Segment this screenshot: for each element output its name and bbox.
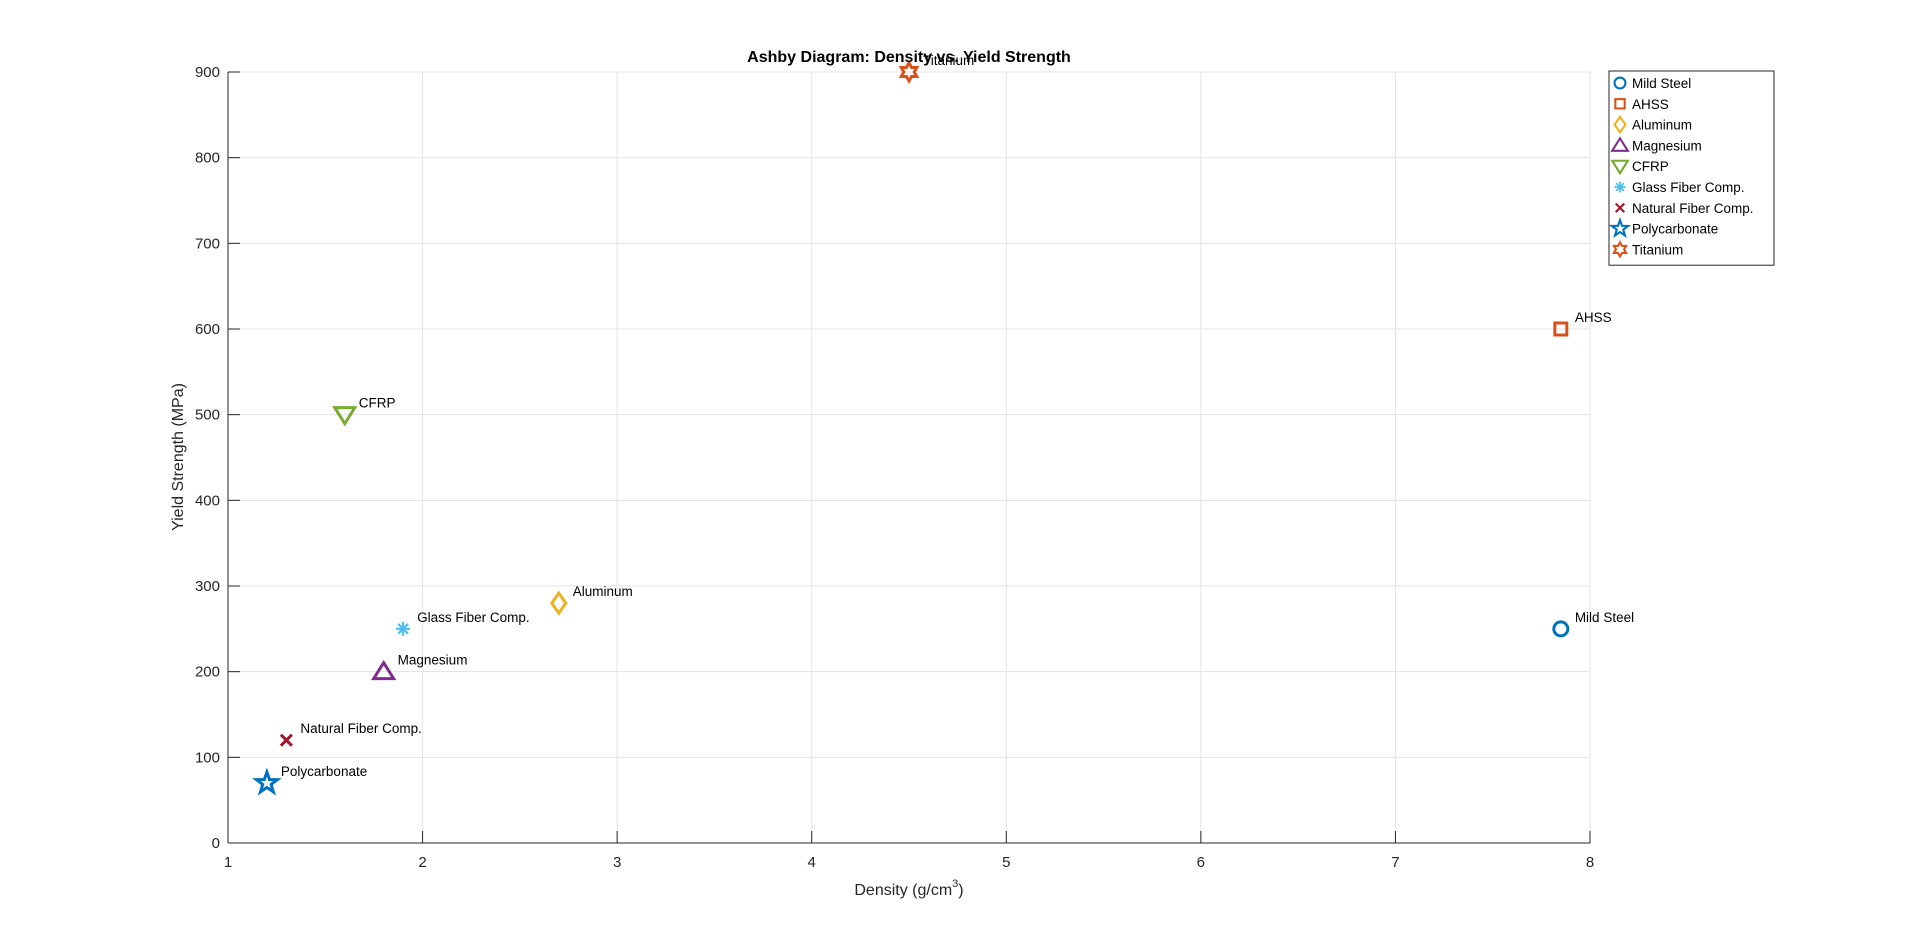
legend-marker-natural-fiber-comp: [1614, 202, 1626, 213]
tick-labels: 1 2 3 4 5 6 7 8 0 100 200 300 400 500 600 700 800 900: [195, 64, 1594, 871]
x-tick-label: 8: [1586, 854, 1594, 871]
x-tick-label: 7: [1391, 854, 1399, 871]
point-labels: Mild Steel AHSS Aluminum Magnesium CFRP Glass…: [281, 53, 1634, 779]
grid: [227, 71, 1591, 844]
y-tick-label: 0: [212, 835, 220, 852]
x-tick-label: 6: [1197, 854, 1205, 871]
x-axis-title-superscript: 3: [952, 878, 958, 890]
point-label-ahss: AHSS: [1575, 310, 1612, 325]
legend-label-cfrp: CFRP: [1632, 159, 1669, 174]
legend-marker-cfrp: [1610, 159, 1630, 176]
y-tick-label: 200: [195, 664, 220, 681]
legend-marker-polycarbonate: [1608, 216, 1632, 239]
axes: [227, 71, 1591, 844]
x-tick-label: 3: [613, 854, 621, 871]
data-point-natural-fiber-comp: [279, 733, 293, 747]
x-axis-title: Density (g/cm3): [854, 878, 963, 899]
legend-box: [1608, 70, 1775, 266]
x-axis-title-suffix: ): [958, 882, 963, 899]
point-label-titanium: Titanium: [923, 53, 974, 68]
legend-marker-aluminum: [1613, 114, 1627, 135]
y-tick-label: 700: [195, 235, 220, 252]
x-tick-label: 1: [224, 854, 232, 871]
data-point-titanium: [898, 60, 920, 84]
x-tick-label: 5: [1002, 854, 1010, 871]
legend-label-titanium: Titanium: [1632, 242, 1683, 257]
legend-label-glass-fiber-comp: Glass Fiber Comp.: [1632, 180, 1745, 195]
legend-label-ahss: AHSS: [1632, 97, 1669, 112]
point-label-glass-fiber-comp: Glass Fiber Comp.: [417, 610, 530, 625]
point-label-natural-fiber-comp: Natural Fiber Comp.: [300, 721, 422, 736]
data-point-aluminum: [549, 590, 568, 616]
chart-title: Ashby Diagram: Density vs. Yield Strengt…: [747, 49, 1071, 66]
x-tick-label: 2: [418, 854, 426, 871]
legend-label-magnesium: Magnesium: [1632, 138, 1702, 153]
y-tick-label: 600: [195, 321, 220, 338]
legend-label-natural-fiber-comp: Natural Fiber Comp.: [1632, 201, 1754, 216]
y-tick-label: 300: [195, 578, 220, 595]
data-point-magnesium: [370, 659, 397, 681]
data-point-cfrp: [332, 406, 358, 427]
y-tick-label: 400: [195, 492, 220, 509]
data-points: [252, 60, 1570, 796]
legend-label-aluminum: Aluminum: [1632, 118, 1692, 133]
y-tick-label: 900: [195, 64, 220, 81]
legend-marker-magnesium: [1610, 136, 1630, 152]
legend-label-polycarbonate: Polycarbonate: [1632, 222, 1718, 237]
data-point-mild-steel: [1552, 620, 1570, 638]
point-label-magnesium: Magnesium: [398, 653, 468, 668]
x-axis-title-main: Density (g/cm: [854, 882, 952, 899]
point-label-aluminum: Aluminum: [573, 584, 633, 599]
legend-marker-mild-steel: [1613, 76, 1627, 90]
data-point-ahss: [1553, 321, 1569, 337]
y-tick-label: 800: [195, 150, 220, 167]
data-point-glass-fiber-comp: [396, 621, 411, 636]
y-axis-title: Yield Strength (MPa): [170, 383, 187, 531]
legend-marker-ahss: [1614, 98, 1626, 110]
legend-marker-glass-fiber-comp: [1614, 181, 1626, 193]
point-label-cfrp: CFRP: [359, 396, 396, 411]
y-tick-label: 100: [195, 749, 220, 766]
data-point-polycarbonate: [252, 767, 282, 796]
y-tick-label: 500: [195, 407, 220, 424]
x-tick-label: 4: [808, 854, 816, 871]
legend: Mild Steel AHSS Aluminum Magnesium CFRP Glass…: [1608, 70, 1775, 266]
legend-label-mild-steel: Mild Steel: [1632, 76, 1691, 91]
legend-marker-titanium: [1612, 240, 1628, 259]
point-label-mild-steel: Mild Steel: [1575, 610, 1634, 625]
point-label-polycarbonate: Polycarbonate: [281, 764, 367, 779]
